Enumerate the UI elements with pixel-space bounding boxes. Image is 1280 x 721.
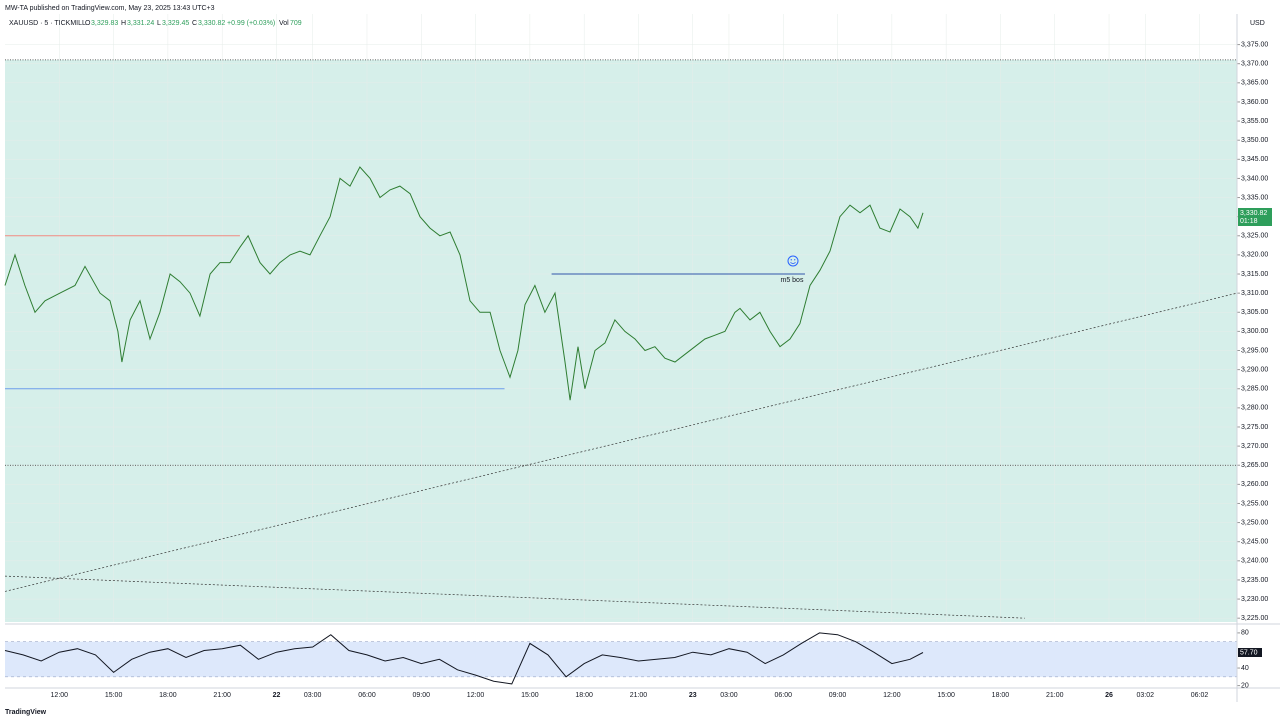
x-tick-label: 03:00 bbox=[304, 692, 322, 699]
y-tick-label: 3,235.00 bbox=[1241, 577, 1268, 584]
ui: MW-TA published on TradingView.com, May … bbox=[5, 5, 1280, 716]
y-tick-label: 3,325.00 bbox=[1241, 233, 1268, 240]
y-tick-label: 3,340.00 bbox=[1241, 175, 1268, 182]
trend-line bbox=[4, 292, 1238, 592]
x-tick-label: 12:00 bbox=[51, 692, 69, 699]
y-tick-label: 3,300.00 bbox=[1241, 328, 1268, 335]
x-tick-label: 23 bbox=[689, 692, 697, 699]
o: 3,329.83 bbox=[91, 20, 118, 27]
x-tick-label: 09:00 bbox=[829, 692, 847, 699]
rsi-pane: 20 40 80 bbox=[4, 630, 1249, 689]
series-line bbox=[4, 166, 924, 401]
emoji-icon bbox=[787, 255, 799, 267]
x-tick-label: 15:00 bbox=[105, 692, 123, 699]
x-tick-label: 09:00 bbox=[413, 692, 431, 699]
x-tick-label: 21:00 bbox=[630, 692, 648, 699]
y-tick-label: 3,360.00 bbox=[1241, 99, 1268, 106]
x-tick-label: 15:00 bbox=[937, 692, 955, 699]
x-tick-label: 22 bbox=[273, 692, 281, 699]
x-tick-label: 18:00 bbox=[159, 692, 177, 699]
y-tick-label: 3,370.00 bbox=[1241, 61, 1268, 68]
y-tick-label: 3,365.00 bbox=[1241, 80, 1268, 87]
y-tick-label: 3,260.00 bbox=[1241, 481, 1268, 488]
y-tick-label: 20 bbox=[1241, 682, 1249, 689]
segment-label: m5 bos bbox=[780, 277, 803, 284]
rsi-value: 57.70 bbox=[1240, 649, 1258, 656]
y-tick-label: 3,265.00 bbox=[1241, 462, 1268, 469]
last-price: 3,330.82 bbox=[1240, 210, 1267, 217]
y-tick-label: 3,310.00 bbox=[1241, 290, 1268, 297]
currency: USD bbox=[1250, 20, 1265, 27]
x-tick-label: 21:00 bbox=[213, 692, 231, 699]
y-tick-label: 3,280.00 bbox=[1241, 405, 1268, 412]
y-tick-label: 3,345.00 bbox=[1241, 156, 1268, 163]
l-key: L bbox=[157, 20, 161, 27]
h-key: H bbox=[121, 20, 126, 27]
price-pane: 3,225.00 3,230.00 3,235.00 3,240.00 3,245.00… bbox=[4, 14, 1268, 699]
x-tick-label: 06:02 bbox=[1191, 692, 1209, 699]
last-price-box bbox=[1238, 208, 1272, 226]
y-tick-label: 3,240.00 bbox=[1241, 558, 1268, 565]
c: 3,330.82 bbox=[198, 20, 225, 27]
y-tick-label: 3,295.00 bbox=[1241, 347, 1268, 354]
x-tick-label: 21:00 bbox=[1046, 692, 1064, 699]
zone bbox=[5, 59, 1237, 623]
o-key: O bbox=[85, 20, 91, 27]
x-tick-label: 18:00 bbox=[575, 692, 593, 699]
h: 3,331.24 bbox=[127, 20, 154, 27]
footer: TradingView bbox=[5, 709, 47, 716]
x-tick-label: 12:00 bbox=[467, 692, 485, 699]
c-key: C bbox=[192, 20, 197, 27]
symbol: XAUUSD · 5 · TICKMILL bbox=[9, 20, 86, 27]
y-tick-label: 3,255.00 bbox=[1241, 500, 1268, 507]
x-tick-label: 06:00 bbox=[774, 692, 792, 699]
y-tick-label: 3,350.00 bbox=[1241, 137, 1268, 144]
y-tick-label: 3,305.00 bbox=[1241, 309, 1268, 316]
y-tick-label: 3,285.00 bbox=[1241, 386, 1268, 393]
y-tick-label: 3,275.00 bbox=[1241, 424, 1268, 431]
vol: 709 bbox=[290, 20, 302, 27]
change: +0.99 (+0.03%) bbox=[227, 20, 275, 27]
x-tick-label: 15:00 bbox=[521, 692, 539, 699]
l: 3,329.45 bbox=[162, 20, 189, 27]
x-tick-label: 12:00 bbox=[883, 692, 901, 699]
series-line bbox=[4, 632, 924, 685]
y-tick-label: 40 bbox=[1241, 665, 1249, 672]
y-tick-label: 3,230.00 bbox=[1241, 596, 1268, 603]
y-tick-label: 3,320.00 bbox=[1241, 252, 1268, 259]
y-tick-label: 3,335.00 bbox=[1241, 194, 1268, 201]
y-tick-label: 3,290.00 bbox=[1241, 366, 1268, 373]
y-tick-label: 3,250.00 bbox=[1241, 519, 1268, 526]
rsi-band bbox=[5, 641, 1237, 677]
y-tick-label: 3,245.00 bbox=[1241, 539, 1268, 546]
x-tick-label: 06:00 bbox=[358, 692, 376, 699]
y-tick-label: 3,270.00 bbox=[1241, 443, 1268, 450]
y-tick-label: 3,375.00 bbox=[1241, 41, 1268, 48]
vol-key: Vol bbox=[279, 20, 289, 27]
countdown: 01:18 bbox=[1240, 218, 1258, 225]
y-tick-label: 3,355.00 bbox=[1241, 118, 1268, 125]
y-tick-label: 3,225.00 bbox=[1241, 615, 1268, 622]
legend: XAUUSD · 5 · TICKMILL O 3,329.83 H 3,331… bbox=[9, 20, 302, 27]
published: MW-TA published on TradingView.com, May … bbox=[5, 5, 215, 12]
x-tick-label: 26 bbox=[1105, 692, 1113, 699]
rsi-value-box bbox=[1238, 648, 1262, 657]
x-tick-label: 03:00 bbox=[720, 692, 738, 699]
y-tick-label: 80 bbox=[1241, 630, 1249, 637]
x-tick-label: 03:02 bbox=[1136, 692, 1154, 699]
x-tick-label: 18:00 bbox=[992, 692, 1010, 699]
y-tick-label: 3,315.00 bbox=[1241, 271, 1268, 278]
